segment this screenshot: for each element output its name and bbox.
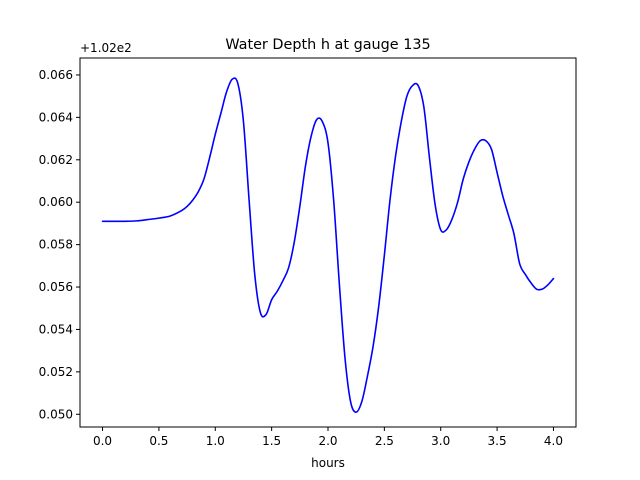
x-tick-label: 0.5	[149, 434, 168, 448]
y-tick-label: 0.054	[39, 322, 73, 336]
series-line	[101, 77, 555, 413]
y-tick-label: 0.064	[39, 110, 73, 124]
x-tick-label: 3.5	[488, 434, 507, 448]
x-axis-label: hours	[311, 456, 345, 470]
x-tick-label: 1.5	[262, 434, 281, 448]
x-axis-ticks: 0.0 0.5 1.0 1.5 2.0 2.5 3.0 3.5 4.0	[93, 427, 563, 448]
y-offset-label: +1.02e2	[80, 41, 132, 55]
y-tick-label: 0.058	[39, 238, 73, 252]
x-tick-label: 3.0	[431, 434, 450, 448]
y-tick-label: 0.052	[39, 365, 73, 379]
x-tick-label: 2.5	[375, 434, 394, 448]
x-tick-label: 4.0	[544, 434, 563, 448]
x-tick-label: 1.0	[206, 434, 225, 448]
plot-area	[101, 77, 555, 413]
y-tick-label: 0.056	[39, 280, 73, 294]
x-tick-label: 0.0	[93, 434, 112, 448]
chart-title: Water Depth h at gauge 135	[225, 37, 430, 53]
x-tick-label: 2.0	[318, 434, 337, 448]
y-axis-ticks: 0.050 0.052 0.054 0.056 0.058 0.060 0.062 0.064…	[39, 68, 80, 421]
y-tick-label: 0.062	[39, 153, 73, 167]
y-tick-label: 0.050	[39, 407, 73, 421]
y-tick-label: 0.060	[39, 195, 73, 209]
y-tick-label: 0.066	[39, 68, 73, 82]
